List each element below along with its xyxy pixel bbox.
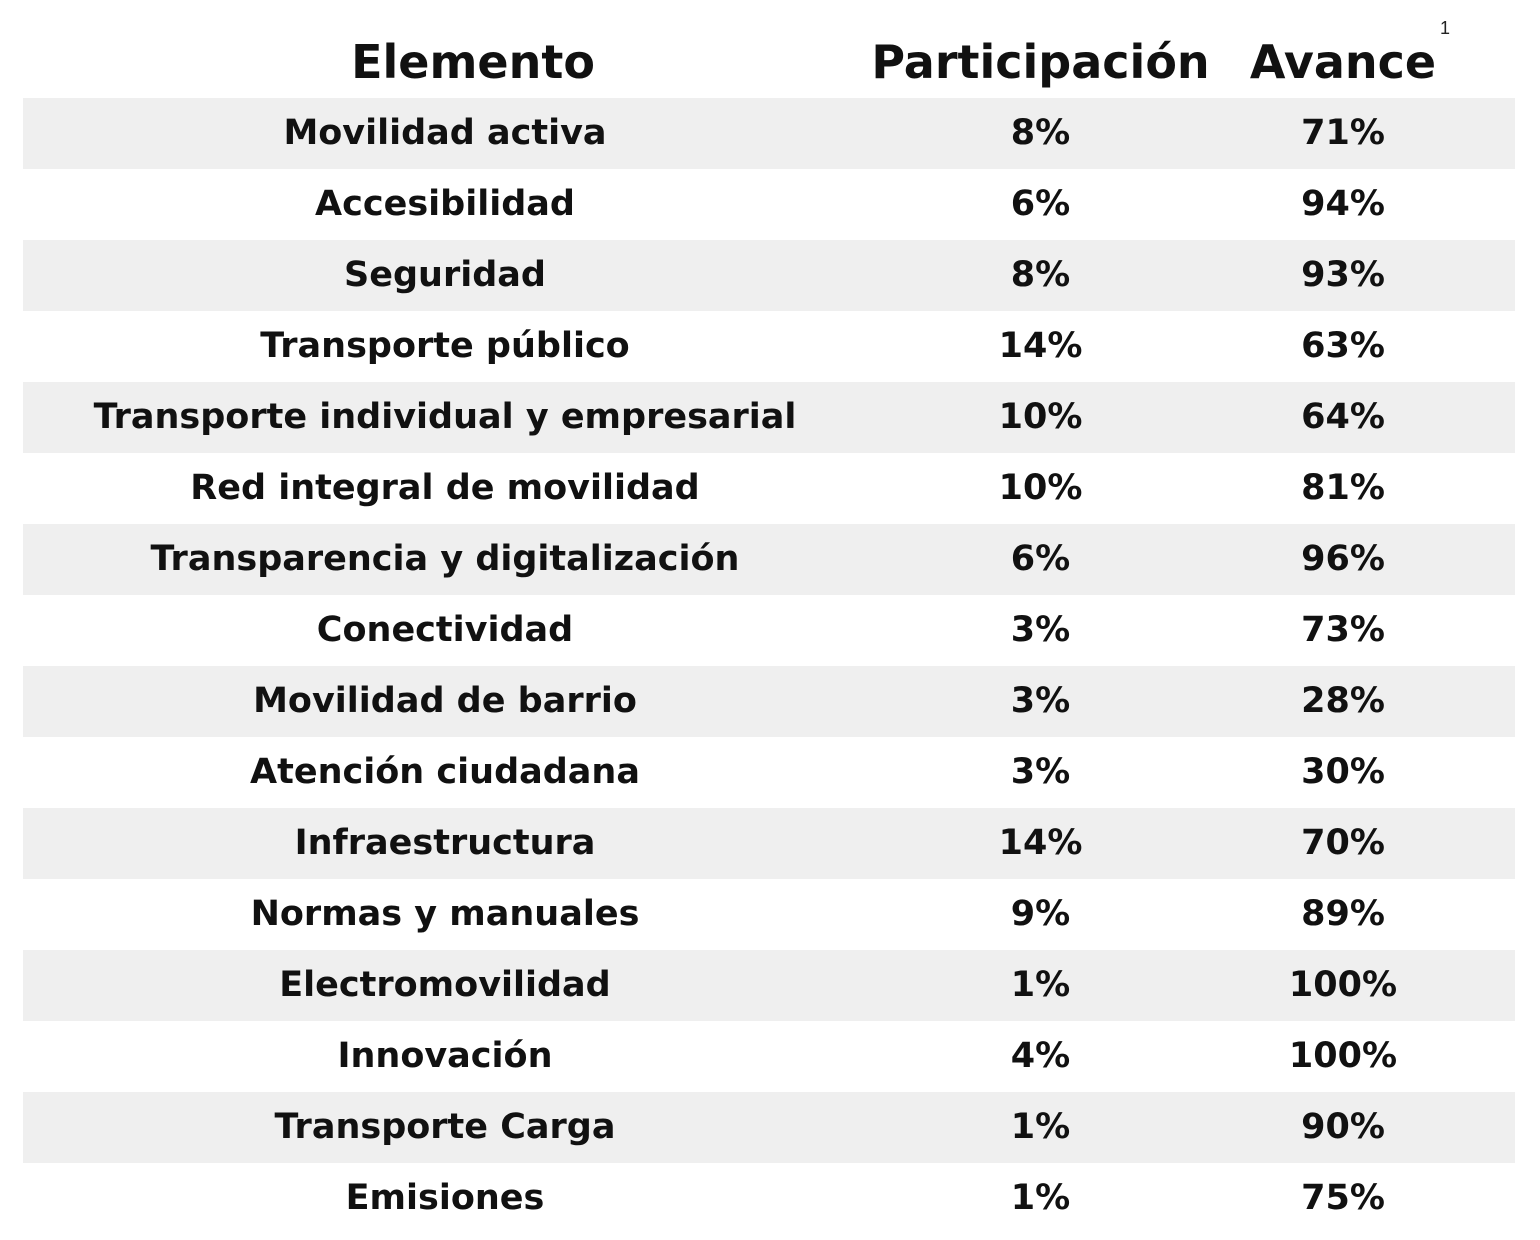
cell-avance: 96%: [1301, 539, 1385, 579]
cell-elemento: Red integral de movilidad: [190, 468, 700, 508]
table-row: Electromovilidad 1% 100%: [23, 950, 1515, 1021]
table-row: Movilidad activa 8% 71%: [23, 98, 1515, 169]
cell-avance: 94%: [1301, 184, 1385, 224]
header-avance: Avance: [1249, 35, 1437, 89]
cell-participacion: 6%: [1010, 539, 1071, 579]
table-row: Atención ciudadana 3% 30%: [23, 737, 1515, 808]
table-row: Conectividad 3% 73%: [23, 595, 1515, 666]
cell-avance: 89%: [1301, 894, 1385, 934]
table-row: Transporte público 14% 63%: [23, 311, 1515, 382]
table-row: Normas y manuales 9% 89%: [23, 879, 1515, 950]
cell-elemento: Electromovilidad: [279, 965, 611, 1005]
cell-participacion: 6%: [1010, 184, 1071, 224]
header-participacion: Participación: [871, 35, 1210, 89]
cell-participacion: 1%: [1010, 965, 1071, 1005]
cell-elemento: Accesibilidad: [315, 184, 575, 224]
cell-avance: 71%: [1301, 113, 1385, 153]
cell-participacion: 9%: [1010, 894, 1071, 934]
table-row: Emisiones 1% 75%: [23, 1163, 1515, 1234]
cell-elemento: Transporte Carga: [274, 1107, 616, 1147]
header-elemento: Elemento: [351, 35, 595, 89]
cell-avance: 90%: [1301, 1107, 1385, 1147]
cell-elemento: Emisiones: [345, 1178, 545, 1218]
cell-elemento: Atención ciudadana: [250, 752, 640, 792]
cell-avance: 81%: [1301, 468, 1385, 508]
table-row: Movilidad de barrio 3% 28%: [23, 666, 1515, 737]
cell-participacion: 8%: [1010, 113, 1071, 153]
cell-avance: 75%: [1301, 1178, 1385, 1218]
cell-participacion: 14%: [998, 823, 1083, 863]
cell-avance: 100%: [1288, 1036, 1398, 1076]
cell-avance: 28%: [1301, 681, 1385, 721]
cell-avance: 93%: [1301, 255, 1385, 295]
table-row: Red integral de movilidad 10% 81%: [23, 453, 1515, 524]
cell-avance: 73%: [1301, 610, 1385, 650]
cell-participacion: 10%: [998, 397, 1083, 437]
cell-participacion: 1%: [1010, 1178, 1071, 1218]
cell-elemento: Innovación: [337, 1036, 553, 1076]
cell-elemento: Normas y manuales: [250, 894, 640, 934]
cell-participacion: 14%: [998, 326, 1083, 366]
cell-participacion: 3%: [1010, 681, 1071, 721]
cell-elemento: Infraestructura: [294, 823, 596, 863]
cell-elemento: Seguridad: [344, 255, 546, 295]
cell-elemento: Transporte público: [260, 326, 630, 366]
table-row: Seguridad 8% 93%: [23, 240, 1515, 311]
cell-participacion: 3%: [1010, 610, 1071, 650]
cell-elemento: Transporte individual y empresarial: [93, 397, 797, 437]
cell-avance: 100%: [1288, 965, 1398, 1005]
table-row: Transporte Carga 1% 90%: [23, 1092, 1515, 1163]
table-row: Transparencia y digitalización 6% 96%: [23, 524, 1515, 595]
page-number: 1: [1440, 18, 1451, 38]
table-body: Movilidad activa 8% 71% Accesibilidad 6%…: [23, 98, 1515, 1234]
table-row: Transporte individual y empresarial 10% …: [23, 382, 1515, 453]
table-header-row: Elemento Participación Avance: [23, 26, 1515, 98]
results-table: Elemento Participación Avance Movilidad …: [23, 26, 1515, 1234]
cell-participacion: 4%: [1010, 1036, 1071, 1076]
cell-avance: 64%: [1301, 397, 1385, 437]
cell-elemento: Conectividad: [316, 610, 574, 650]
cell-elemento: Transparencia y digitalización: [150, 539, 740, 579]
cell-elemento: Movilidad de barrio: [253, 681, 637, 721]
table-row: Infraestructura 14% 70%: [23, 808, 1515, 879]
cell-avance: 63%: [1301, 326, 1385, 366]
cell-avance: 70%: [1301, 823, 1385, 863]
cell-participacion: 8%: [1010, 255, 1071, 295]
table-row: Innovación 4% 100%: [23, 1021, 1515, 1092]
table-row: Accesibilidad 6% 94%: [23, 169, 1515, 240]
cell-avance: 30%: [1301, 752, 1385, 792]
cell-participacion: 3%: [1010, 752, 1071, 792]
cell-elemento: Movilidad activa: [283, 113, 607, 153]
cell-participacion: 1%: [1010, 1107, 1071, 1147]
cell-participacion: 10%: [998, 468, 1083, 508]
